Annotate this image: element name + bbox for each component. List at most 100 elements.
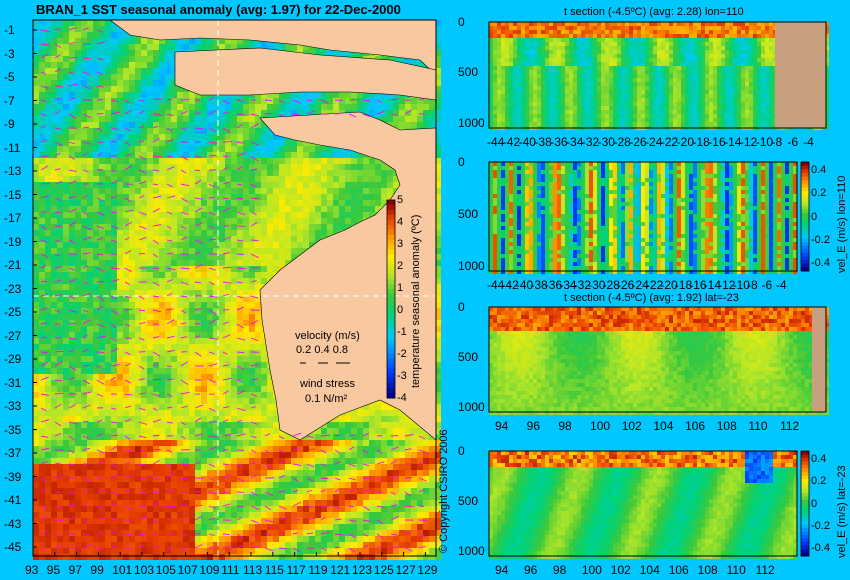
sst-cell — [249, 386, 255, 392]
sst-cell — [345, 188, 351, 194]
sst-cell — [117, 356, 123, 362]
sst-cell — [279, 98, 285, 104]
sst-cell — [207, 290, 213, 296]
sst-cell — [93, 308, 99, 314]
sst-cell — [297, 236, 303, 242]
sst-cell — [159, 380, 165, 386]
sst-cell — [207, 110, 213, 116]
sst-cell — [393, 176, 399, 182]
sst-cell — [201, 302, 207, 308]
sst-cell — [99, 170, 105, 176]
sst-cell — [201, 200, 207, 206]
sst-cell — [321, 212, 327, 218]
sst-cell — [183, 218, 189, 224]
sst-cell — [99, 338, 105, 344]
sst-cell — [291, 158, 297, 164]
sst-cell — [255, 218, 261, 224]
sst-cell — [147, 158, 153, 164]
sst-cell — [321, 428, 327, 434]
sst-cell — [105, 32, 111, 38]
sst-cell — [57, 356, 63, 362]
sst-cell — [279, 182, 285, 188]
sst-cell — [435, 344, 441, 350]
sst-cell — [87, 446, 93, 452]
sst-cell — [177, 422, 183, 428]
sst-cell — [249, 278, 255, 284]
sst-cell — [99, 458, 105, 464]
sst-cell — [87, 38, 93, 44]
sst-cell — [159, 74, 165, 80]
sst-cell — [93, 134, 99, 140]
sst-cell — [195, 230, 201, 236]
sst-cell — [177, 278, 183, 284]
sst-cell — [273, 452, 279, 458]
sst-cell — [129, 440, 135, 446]
sst-cell — [45, 32, 51, 38]
sst-cell — [381, 176, 387, 182]
sst-cell — [117, 338, 123, 344]
sst-cell — [87, 248, 93, 254]
sst-cell — [225, 212, 231, 218]
sst-cell — [117, 290, 123, 296]
sst-cell — [219, 296, 225, 302]
sst-cell — [123, 218, 129, 224]
sst-cell — [171, 290, 177, 296]
sst-cell — [135, 230, 141, 236]
sst-cell — [201, 176, 207, 182]
sst-cell — [171, 104, 177, 110]
sst-cell — [273, 230, 279, 236]
sst-cell — [87, 302, 93, 308]
sst-cell — [231, 146, 237, 152]
sst-cell — [75, 314, 81, 320]
sst-cell — [87, 434, 93, 440]
sst-cell — [249, 350, 255, 356]
sst-cell — [243, 404, 249, 410]
sst-cell — [51, 446, 57, 452]
sst-cell — [177, 230, 183, 236]
sst-cell — [225, 224, 231, 230]
sst-cell — [153, 128, 159, 134]
sst-cell — [81, 86, 87, 92]
sst-cell — [249, 434, 255, 440]
sst-cell — [207, 242, 213, 248]
sst-cell — [183, 440, 189, 446]
sst-cell — [237, 116, 243, 122]
sst-cell — [135, 248, 141, 254]
sst-cell — [69, 302, 75, 308]
sst-cell — [255, 116, 261, 122]
sst-cell — [51, 32, 57, 38]
sst-cell — [87, 320, 93, 326]
sst-cell — [297, 158, 303, 164]
sst-cell — [57, 20, 63, 26]
sst-cell — [45, 236, 51, 242]
sst-cell — [339, 152, 345, 158]
sst-cell — [75, 380, 81, 386]
sst-cell — [87, 356, 93, 362]
sst-cell — [123, 308, 129, 314]
sst-cell — [57, 206, 63, 212]
sst-cell — [261, 128, 267, 134]
sst-cell — [147, 182, 153, 188]
sst-cell — [57, 158, 63, 164]
sst-cell — [285, 230, 291, 236]
sst-cell — [285, 44, 291, 50]
sst-cell — [255, 452, 261, 458]
sst-cell — [129, 194, 135, 200]
sst-cell — [129, 134, 135, 140]
sst-cell — [51, 80, 57, 86]
sst-cell — [159, 338, 165, 344]
sst-cell — [363, 422, 369, 428]
sst-cell — [159, 428, 165, 434]
sst-cell — [255, 104, 261, 110]
sst-cell — [51, 68, 57, 74]
sst-cell — [117, 296, 123, 302]
sst-cell — [345, 422, 351, 428]
sst-cell — [177, 326, 183, 332]
sst-cell — [135, 422, 141, 428]
sst-cell — [189, 392, 195, 398]
sst-cell — [45, 266, 51, 272]
sst-cell — [153, 296, 159, 302]
sst-cell — [435, 152, 441, 158]
sst-cell — [327, 428, 333, 434]
sst-cell — [33, 116, 39, 122]
